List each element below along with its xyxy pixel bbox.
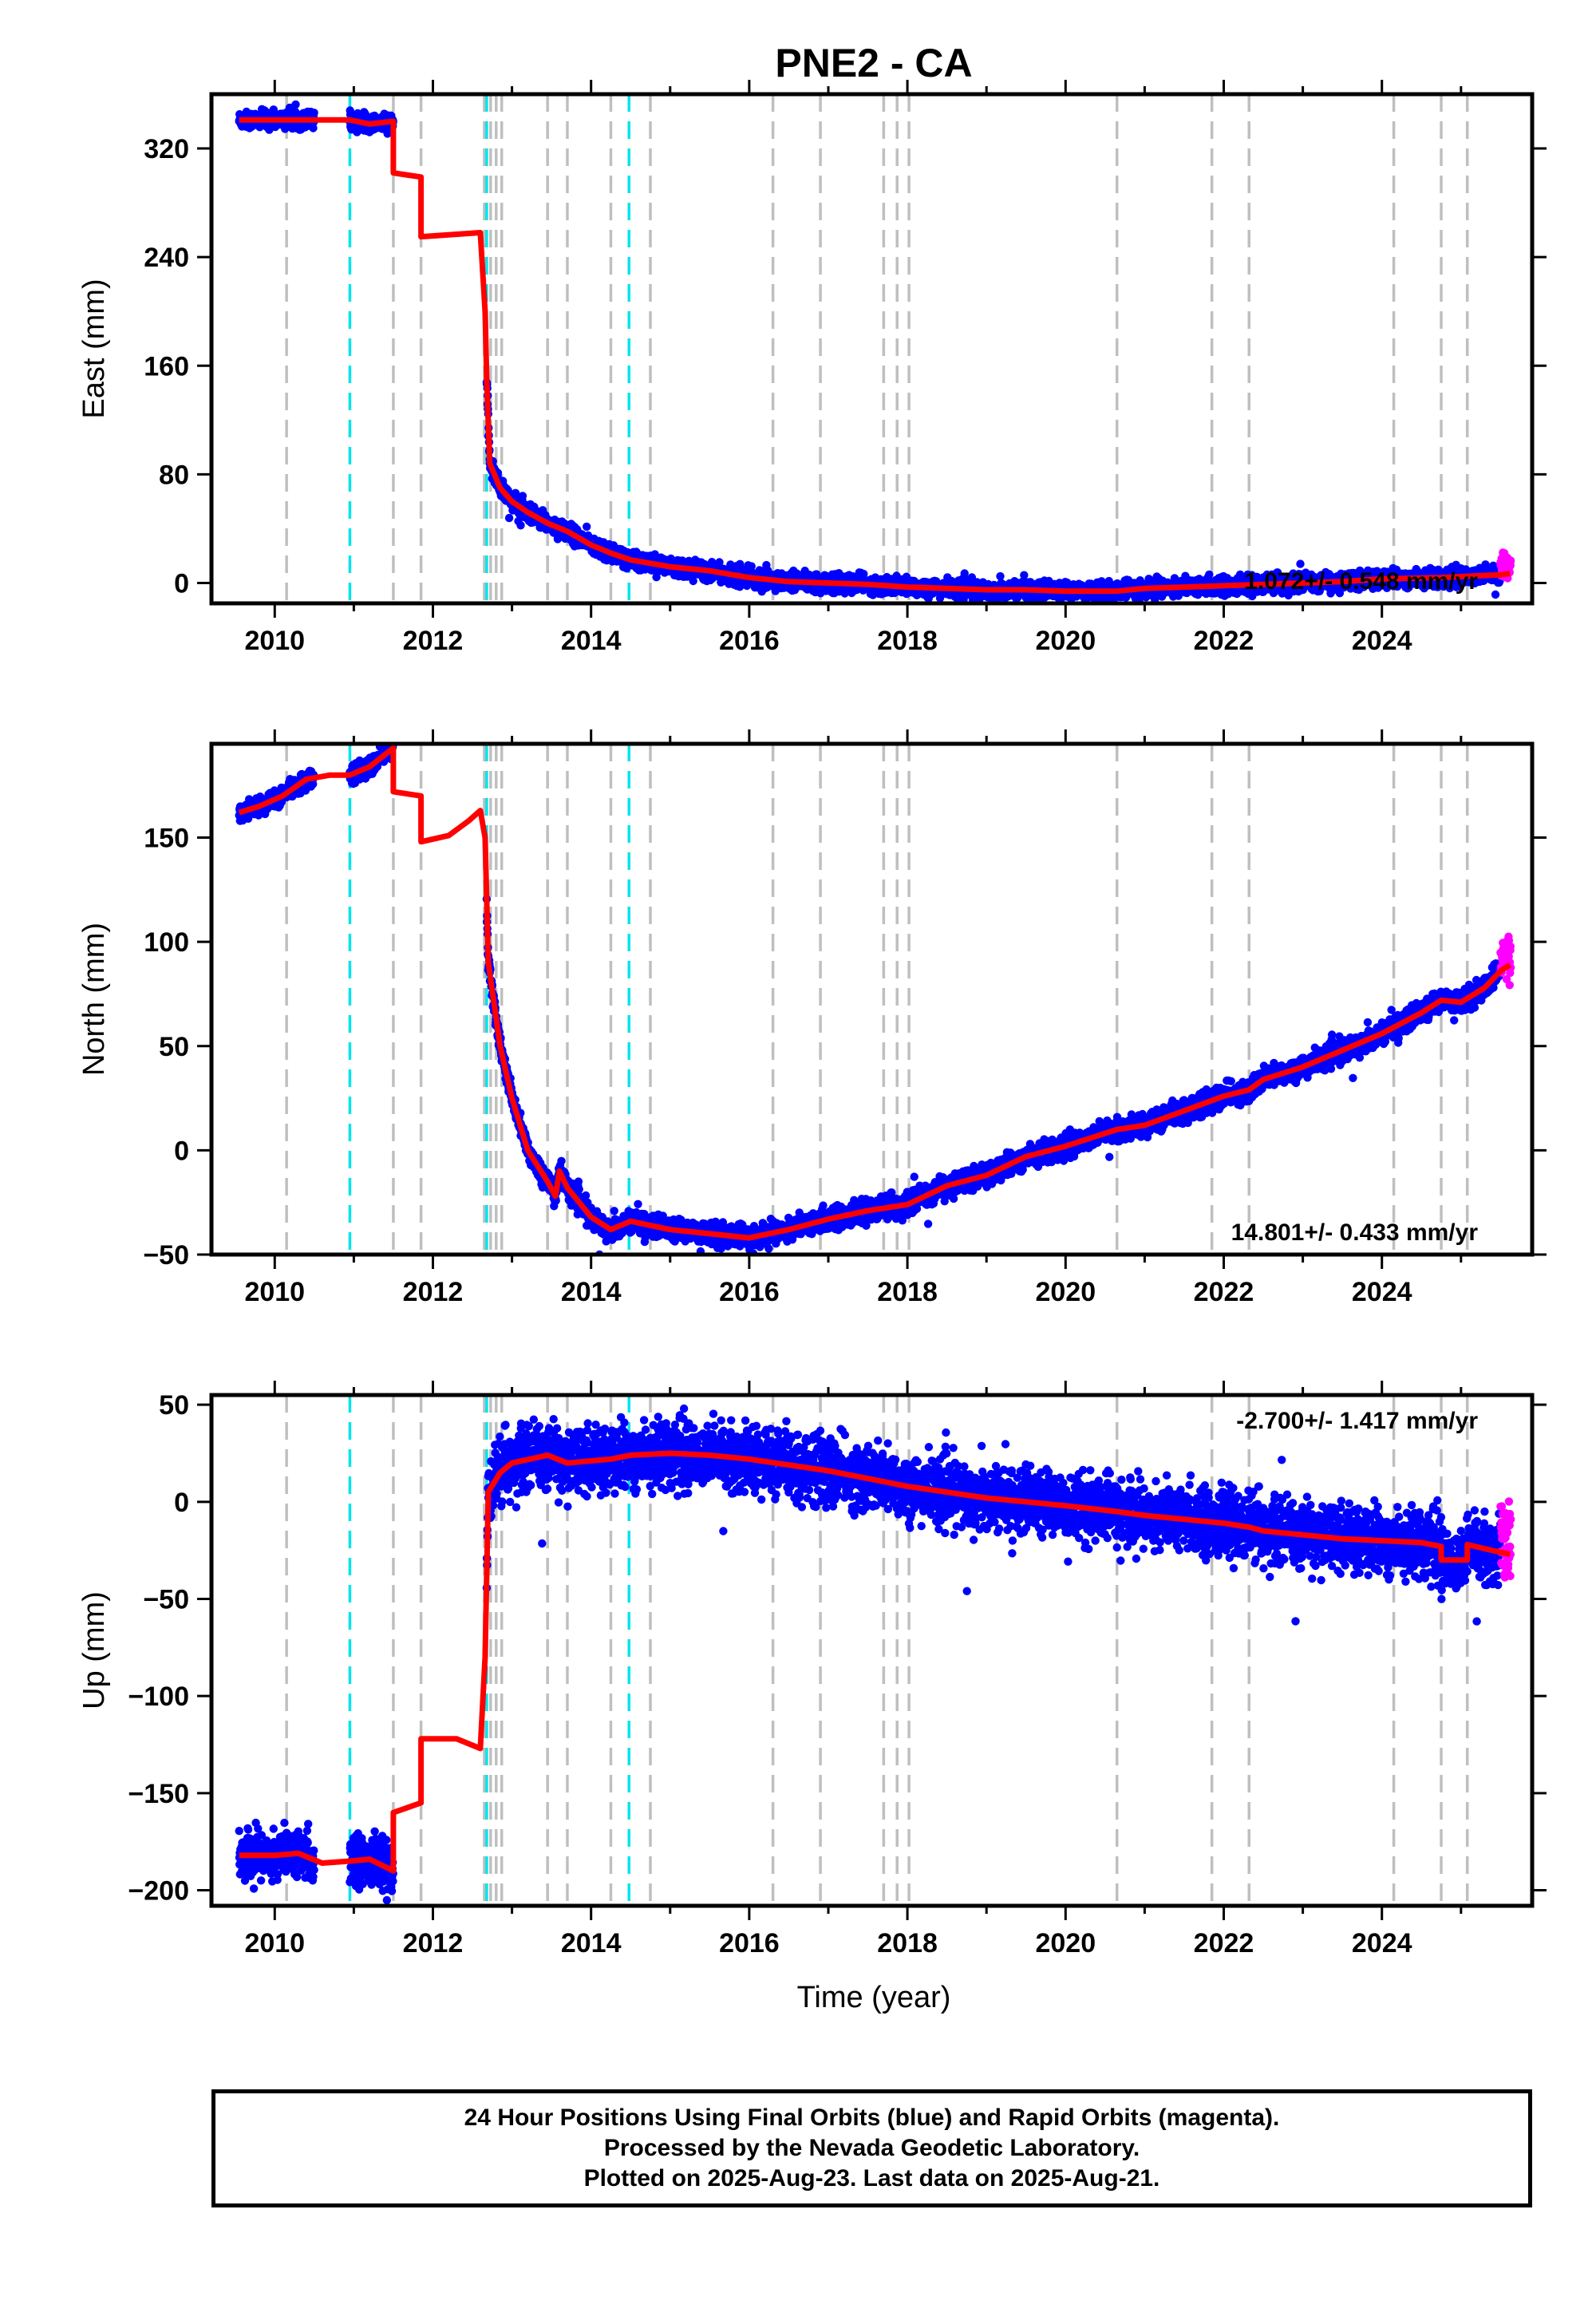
final-orbit-point	[504, 513, 514, 523]
final-orbit-point	[518, 492, 527, 500]
final-orbit-point	[747, 562, 756, 571]
final-orbit-point	[516, 521, 525, 530]
final-orbit-point	[1205, 570, 1214, 579]
final-orbit-point	[1296, 559, 1305, 568]
final-orbit-point	[996, 571, 1005, 581]
final-orbit-point	[309, 124, 318, 132]
final-orbit-point	[383, 129, 392, 138]
final-orbit-point	[310, 109, 318, 117]
final-orbit-point	[982, 611, 990, 619]
final-orbit-point	[859, 570, 868, 579]
final-orbit-point	[1020, 571, 1029, 579]
final-orbit-point	[291, 100, 300, 109]
final-orbit-points	[235, 100, 1505, 619]
final-orbit-point	[689, 576, 697, 586]
final-orbit-point	[583, 522, 591, 532]
plot-area	[235, 94, 1515, 619]
chart-title: PNE2 - CA	[775, 41, 972, 85]
